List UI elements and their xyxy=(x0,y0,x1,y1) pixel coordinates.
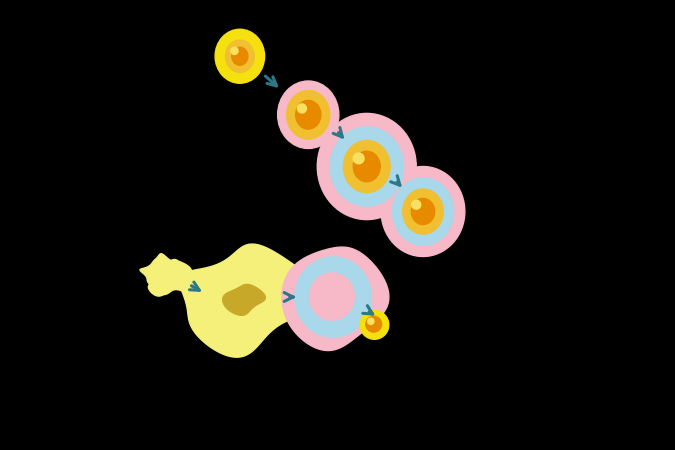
Ellipse shape xyxy=(215,29,265,83)
Circle shape xyxy=(231,47,238,54)
Ellipse shape xyxy=(392,178,454,245)
Ellipse shape xyxy=(295,257,371,337)
Polygon shape xyxy=(180,244,328,357)
Ellipse shape xyxy=(309,273,354,320)
Ellipse shape xyxy=(344,140,390,193)
Circle shape xyxy=(298,104,306,113)
Ellipse shape xyxy=(411,198,435,225)
Polygon shape xyxy=(140,254,191,296)
Polygon shape xyxy=(282,247,389,351)
Ellipse shape xyxy=(287,90,330,139)
Ellipse shape xyxy=(403,189,443,234)
Ellipse shape xyxy=(232,47,248,65)
Circle shape xyxy=(412,200,421,209)
Ellipse shape xyxy=(277,81,339,148)
Circle shape xyxy=(353,153,364,164)
Ellipse shape xyxy=(366,316,381,332)
Polygon shape xyxy=(223,284,265,315)
Ellipse shape xyxy=(225,40,254,72)
Circle shape xyxy=(368,318,374,324)
Ellipse shape xyxy=(381,166,465,256)
Ellipse shape xyxy=(353,151,380,182)
Ellipse shape xyxy=(360,310,389,339)
Ellipse shape xyxy=(330,127,404,206)
Ellipse shape xyxy=(317,113,416,220)
Ellipse shape xyxy=(296,100,321,129)
